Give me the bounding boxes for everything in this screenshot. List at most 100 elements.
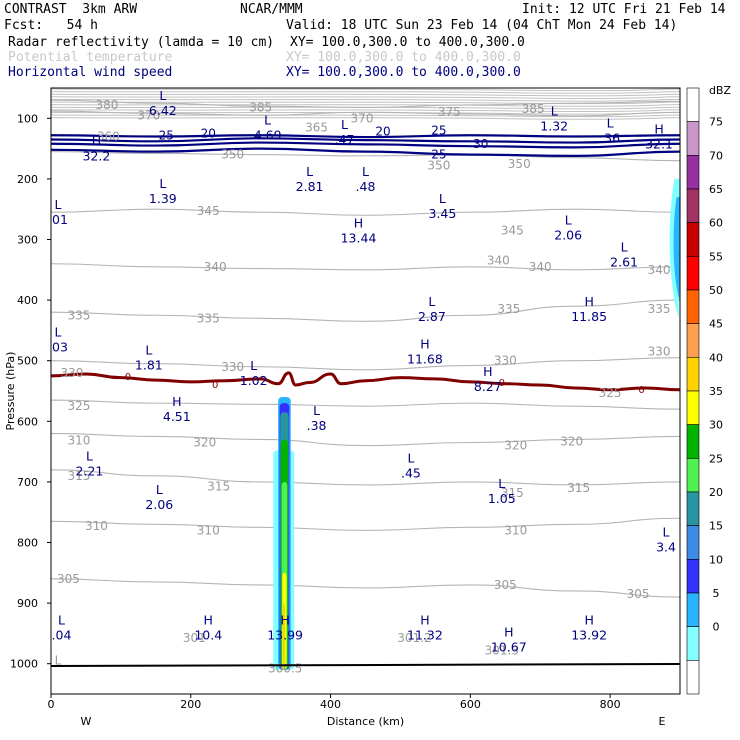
colorbar-swatch	[686, 390, 700, 425]
colorbar-swatch	[686, 155, 700, 190]
forecast-hour: Fcst: 54 h	[4, 18, 98, 33]
theta-band-line	[51, 117, 680, 120]
colorbar-level: 60	[709, 217, 723, 230]
colorbar-level: 10	[709, 553, 723, 566]
y-tick-label: 700	[17, 476, 38, 489]
field-theta: Potential temperature	[8, 50, 173, 65]
colorbar-level: 5	[713, 587, 720, 600]
x-tick-label: 200	[180, 698, 201, 711]
colorbar-swatch	[686, 357, 700, 392]
x-end-label-right: E	[659, 715, 666, 728]
y-tick-label: 300	[17, 234, 38, 247]
theta-label: 301	[183, 631, 206, 645]
theta-label: 315	[68, 469, 91, 483]
colorbar-level: 35	[709, 385, 723, 398]
wind-label: 25	[431, 123, 446, 137]
zero-label: 0	[499, 378, 505, 389]
colorbar-level: 75	[709, 116, 723, 129]
extremum-kind: H	[483, 364, 492, 379]
x-tick-label: 0	[48, 698, 55, 711]
extremum-kind: L	[58, 612, 65, 627]
x-tick-label: 800	[600, 698, 621, 711]
theta-label: 320	[560, 434, 583, 448]
x-tick-label: 600	[460, 698, 481, 711]
extremum-value: 10.67	[491, 639, 527, 654]
extremum-kind: H	[354, 215, 363, 230]
colorbar-level: 25	[709, 452, 723, 465]
wind-contours	[51, 134, 680, 157]
extremum-kind: H	[420, 612, 429, 627]
colorbar-swatch	[686, 660, 700, 695]
extremum-value: 1.32	[540, 118, 568, 133]
theta-contour-370	[51, 110, 680, 117]
theta-contour-350	[51, 151, 680, 162]
extremum-kind: L	[663, 524, 670, 539]
contour-labels: 0 0 0 0 380 370 385 365 370 375 385 360 350 350 350 345…	[48, 88, 676, 675]
theta-label: 385	[522, 102, 545, 116]
extremum-kind: L	[159, 176, 166, 191]
wind-label: 20	[375, 125, 390, 139]
colorbar-swatch	[686, 222, 700, 257]
extremum-value: .01	[48, 212, 68, 227]
colorbar-swatch	[686, 626, 700, 661]
extremum-kind: L	[159, 88, 166, 103]
zero-label: 0	[212, 380, 218, 391]
extremum-value: 2.06	[554, 227, 582, 242]
extremum-value: .48	[356, 179, 376, 194]
theta-label: 335	[648, 302, 671, 316]
theta-label: 360	[97, 129, 120, 143]
theta-contour-325	[51, 399, 680, 410]
theta-label: 340	[529, 260, 552, 274]
x-axis-label: Distance (km)	[327, 715, 404, 728]
extremum-kind: L	[362, 164, 369, 179]
theta-label: 370	[137, 108, 160, 122]
zero-label: 0	[638, 385, 644, 396]
theta-label: 305	[57, 572, 80, 586]
colorbar-swatch	[686, 188, 700, 223]
extremum-value: 4.51	[163, 409, 191, 424]
zero-label: 0	[125, 372, 131, 383]
extremum-kind: L	[498, 476, 505, 491]
init-time: Init: 12 UTC Fri 21 Feb 14	[522, 2, 726, 17]
colorbar-level: 15	[709, 520, 723, 533]
extremum-value: .04	[52, 627, 72, 642]
extremum-value: 13.44	[341, 230, 377, 245]
theta-label: 310	[197, 523, 220, 537]
theta-band-line	[51, 96, 680, 99]
extremum-value: .38	[307, 418, 327, 433]
theta-label: 315	[207, 480, 230, 494]
theta-label: 335	[197, 311, 220, 325]
y-tick-label: 400	[17, 294, 38, 307]
theta-label: 345	[501, 223, 524, 237]
extremum-kind: L	[264, 112, 271, 127]
model-title: CONTRAST 3km ARW	[4, 2, 138, 17]
theta-band-line	[51, 109, 680, 112]
colorbar-level: 45	[709, 318, 723, 331]
y-tick-label: 800	[17, 537, 38, 550]
theta-contour-330	[51, 357, 680, 371]
theta-label: 370	[351, 111, 374, 125]
extremum-kind: H	[654, 121, 663, 136]
extremum-value: 2.21	[76, 464, 104, 479]
plot-frame	[50, 87, 681, 695]
field-reflectivity-xy: XY= 100.0,300.0 to 400.0,300.0	[290, 35, 525, 50]
colorbar-swatch	[686, 424, 700, 459]
theta-label: 340	[487, 254, 510, 268]
colorbar-level: 20	[709, 486, 723, 499]
theta-label: 365	[305, 120, 328, 134]
extremum-kind: L	[55, 324, 62, 339]
extremum-value: 32.2	[83, 149, 111, 164]
colorbar-swatch	[686, 289, 700, 324]
extremum-kind: L	[428, 294, 435, 309]
colorbar-swatch	[686, 87, 700, 122]
colorbar-swatch	[686, 559, 700, 594]
extremum-kind: H	[204, 612, 213, 627]
zero-contour	[51, 371, 680, 392]
plot-area: 0 0 0 0 380 370 385 365 370 375 385 360 350 350 350 345…	[48, 88, 680, 694]
theta-label: 320	[193, 436, 216, 450]
theta-label: 325	[68, 399, 91, 413]
theta-contours	[51, 99, 680, 598]
center-label: NCAR/MMM	[240, 2, 303, 17]
